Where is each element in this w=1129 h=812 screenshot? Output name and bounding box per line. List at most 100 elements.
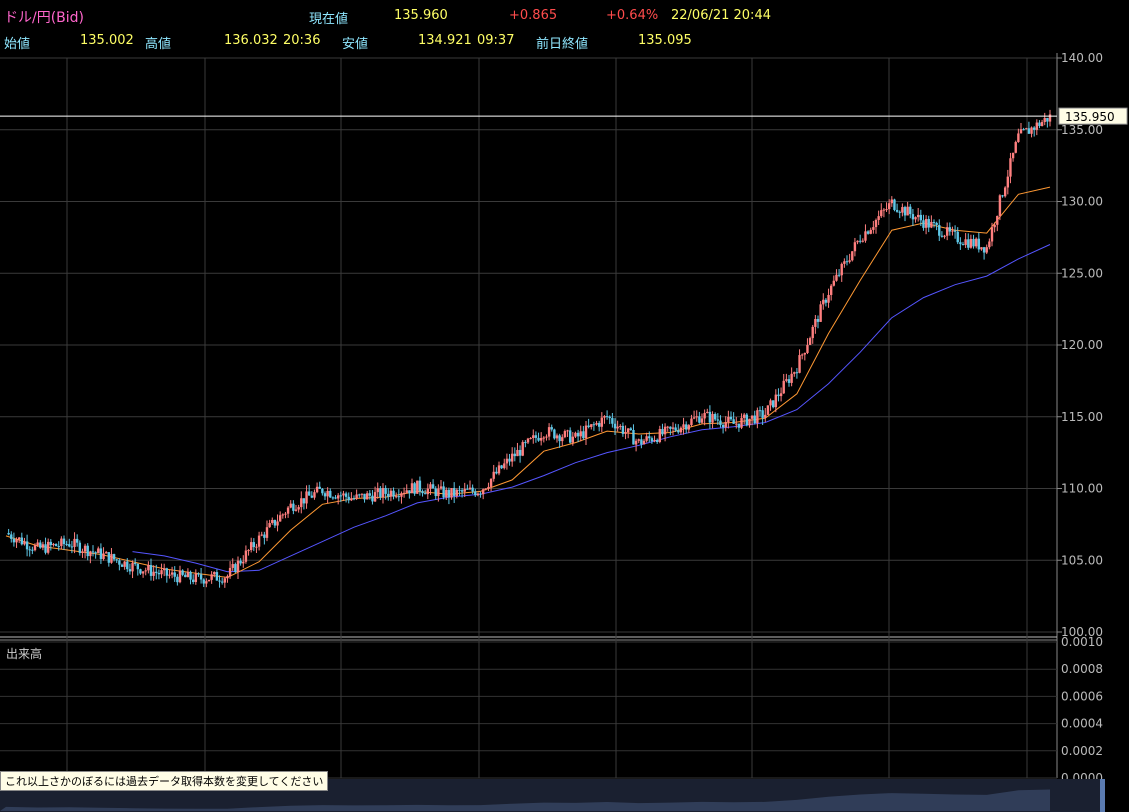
candle-body [980,247,983,250]
candle-body [603,416,606,418]
candle-body [91,551,95,553]
candle-body [735,423,738,425]
candle-body [476,493,480,496]
candle-body [323,493,327,497]
candle-body [822,299,825,305]
candle-body [721,424,725,428]
candle-body [790,373,793,383]
high-label: 高値 [145,37,172,52]
candle-body [7,532,10,535]
candle-body [761,410,764,418]
ma-short-layer [5,186,1051,579]
candle-body [44,544,47,553]
candle-body [724,422,727,428]
ma-short-line [5,186,1051,579]
candle-body [611,418,614,424]
candle-body [210,574,213,580]
candle-body [1019,129,1023,134]
candle-body [553,429,556,439]
candle-body [645,436,648,441]
candle-body [334,497,337,499]
candle-body [379,488,382,498]
candle-body [244,550,248,562]
candle-body [102,553,105,559]
candle-body [526,438,530,443]
candle-body [147,565,150,571]
candle-body [706,411,709,413]
candle-body [866,231,870,234]
candle-body [133,562,137,564]
candle-body [753,415,756,424]
candle-body [690,418,693,426]
candle-body [104,552,108,554]
candle-body [178,570,182,583]
y-tick-label: 115.00 [1061,410,1103,424]
candle-body [115,559,118,561]
candle-body [112,554,116,560]
candle-body [89,551,92,557]
volume-label: 出来高 [6,647,43,661]
candle-body [199,574,203,580]
candle-body [271,519,274,524]
candle-body [405,490,408,493]
candle-body [964,239,967,245]
open-value: 135.002 [80,33,134,48]
candle-body [165,568,169,576]
candle-body [363,493,366,500]
candle-body [961,244,965,246]
candle-body [65,544,68,546]
candle-body [924,219,928,228]
candle-body [798,355,801,373]
candle-body [745,414,749,426]
candle-body [184,574,187,578]
candle-body [967,239,970,248]
candle-body [719,420,722,425]
candle-body [310,495,314,498]
candle-body [384,488,387,494]
candle-body [711,414,714,423]
y-tick-label: 105.00 [1061,553,1103,567]
candle-body [139,569,142,574]
candle-body [186,571,190,578]
candle-body [951,230,954,232]
candle-body [909,206,912,215]
candle-body [993,224,996,228]
candle-body [785,379,788,381]
candle-body [236,560,240,573]
candle-body [1027,128,1031,134]
candle-body [661,428,664,435]
candle-body [524,442,527,444]
candle-body [510,453,514,462]
candle-body [423,493,427,495]
candle-body [922,220,925,228]
candle-body [342,493,345,496]
y-tick-label: 140.00 [1061,51,1103,65]
candle-body [350,498,353,501]
candle-body [445,489,448,498]
candle-body [1030,127,1033,134]
datetime: 22/06/21 20:44 [671,8,771,23]
candle-body [313,492,316,498]
candle-body [318,486,321,489]
y-tick-label: 120.00 [1061,338,1103,352]
candle-body [468,487,472,490]
candle-body [882,209,886,211]
candle-body [300,498,303,508]
candle-body [492,471,495,479]
candle-body [421,491,424,494]
candle-body [632,429,635,445]
candle-body [1038,122,1041,127]
candle-body [155,571,158,573]
candle-body [49,541,53,546]
candle-body [816,318,820,322]
candle-body [648,436,651,439]
low-time: 09:37 [477,33,515,48]
candle-body [302,498,306,504]
candle-body [592,424,596,426]
candle-body [542,437,546,439]
candle-body [650,438,654,442]
y-tick-label: 130.00 [1061,195,1103,209]
candle-body [263,534,266,538]
candle-body [840,263,843,276]
